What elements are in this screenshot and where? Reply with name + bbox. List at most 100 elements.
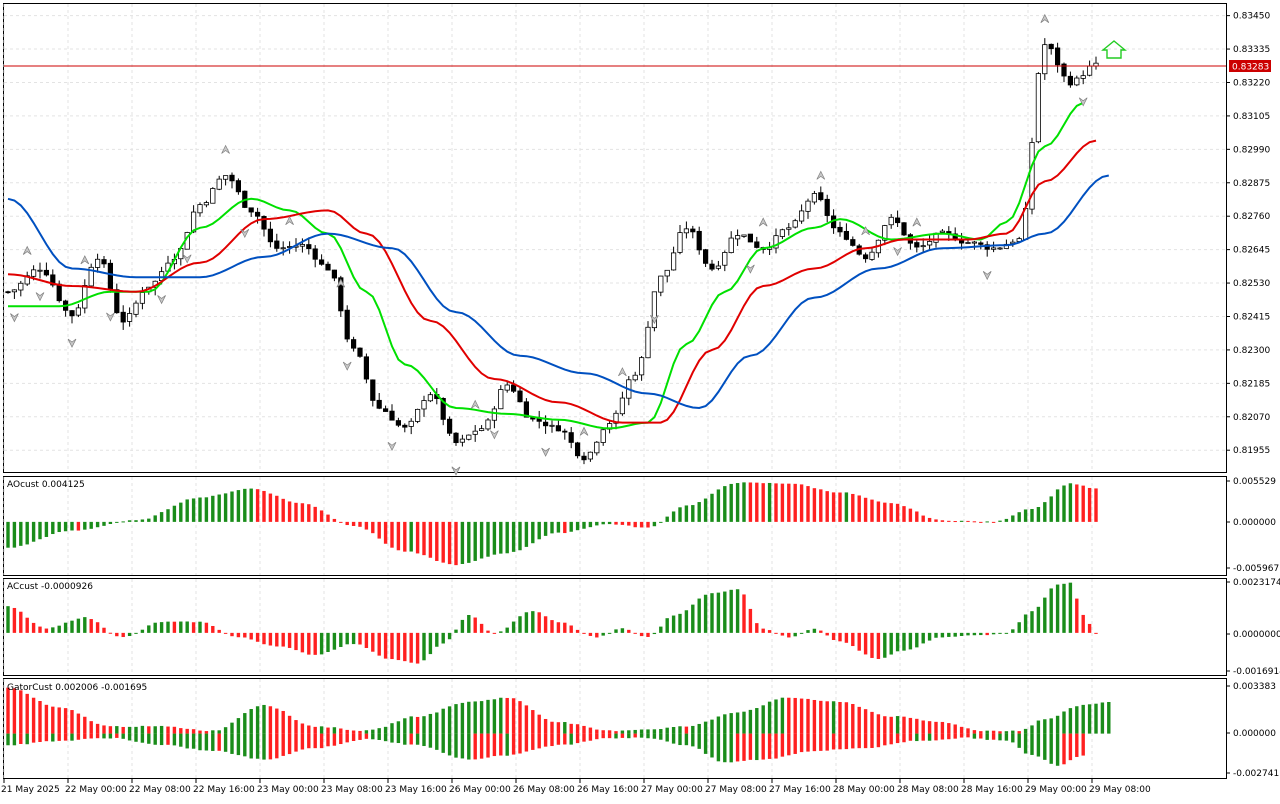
gator-upper-bar: [761, 705, 765, 734]
candle-body: [805, 200, 811, 212]
time-tick-label: 29 May 08:00: [1089, 785, 1151, 795]
gator-upper-bar: [537, 714, 541, 734]
histogram-bar: [191, 498, 196, 522]
histogram-bar: [1023, 614, 1028, 633]
gator-lower-bar: [294, 733, 298, 752]
histogram-bar: [1030, 508, 1034, 522]
gator-lower-bar: [217, 733, 221, 751]
gator-lower-bar: [748, 733, 753, 760]
candle-body: [344, 309, 350, 340]
gator-upper-bar: [351, 730, 356, 734]
candle-body: [139, 292, 145, 304]
candle-body: [1055, 47, 1061, 66]
histogram-bar: [972, 632, 977, 636]
histogram-bar: [415, 632, 420, 664]
gator-lower-bar: [396, 733, 401, 744]
ao-panel[interactable]: [3, 476, 1227, 576]
gator-upper-bar: [998, 731, 1002, 734]
gator-panel[interactable]: [3, 678, 1227, 779]
gator-upper-bar: [166, 726, 170, 734]
histogram-bar: [569, 521, 573, 532]
gator-lower-bar: [307, 733, 311, 749]
gator-upper-bar: [236, 718, 241, 734]
candle-body: [107, 262, 113, 290]
histogram-bar: [780, 483, 785, 522]
price-tick-label: 0.82530: [1233, 279, 1270, 289]
time-tick-label: 22 May 08:00: [129, 785, 191, 795]
candle-body: [863, 254, 869, 260]
gator-upper-bar: [198, 730, 202, 734]
candle-body: [594, 441, 600, 454]
gator-lower-bar: [620, 733, 625, 738]
gator-upper-bar: [89, 721, 93, 734]
candle-body: [1067, 75, 1073, 86]
histogram-bar: [633, 632, 637, 634]
histogram-bar: [684, 610, 689, 633]
histogram-bar: [326, 632, 330, 652]
histogram-bar: [511, 621, 516, 633]
histogram-bar: [908, 508, 913, 522]
axis-tick-label: 0.0023174: [1233, 578, 1280, 588]
gator-lower-bar: [1043, 733, 1047, 760]
gator-upper-bar: [607, 730, 612, 734]
histogram-bar: [844, 632, 849, 643]
histogram-bar: [307, 632, 311, 655]
gator-upper-bar: [652, 729, 657, 734]
candle-body: [690, 228, 696, 233]
candle-body: [318, 259, 325, 265]
histogram-bar: [959, 520, 964, 522]
gator-lower-bar: [57, 733, 61, 741]
candle-body: [446, 418, 453, 434]
gator-lower-bar: [1081, 733, 1085, 756]
histogram-bar: [870, 632, 874, 658]
fractal-up-icon: [758, 217, 768, 227]
histogram-bar: [748, 482, 753, 522]
gator-lower-bar: [12, 733, 17, 746]
candle-body: [562, 430, 568, 433]
candle-body: [843, 230, 850, 240]
gator-lower-bar: [1062, 733, 1066, 765]
candle-body: [882, 225, 888, 241]
histogram-bar: [550, 521, 554, 534]
gator-upper-bar: [908, 717, 913, 734]
histogram-bar: [83, 521, 87, 530]
gator-upper-bar: [204, 731, 209, 734]
gator-upper-bar: [447, 706, 452, 734]
gator-lower-bar: [262, 733, 266, 760]
gator-upper-bar: [255, 706, 260, 734]
fractal-down-icon: [157, 295, 166, 305]
gator-upper-bar: [102, 725, 106, 734]
gator-upper-bar: [755, 708, 759, 734]
histogram-bar: [1011, 515, 1015, 522]
histogram-bar: [723, 591, 727, 633]
gator-lower-bar: [1004, 733, 1009, 741]
gator-upper-bar: [793, 697, 797, 734]
candle-body: [101, 259, 107, 265]
time-tick-label: 21 May 2025: [1, 785, 60, 795]
candle-body: [485, 419, 491, 430]
histogram-bar: [883, 632, 887, 658]
gator-upper-bar: [902, 716, 906, 734]
histogram-bar: [319, 510, 324, 522]
histogram-bar: [947, 520, 951, 522]
fractal-down-icon: [10, 313, 19, 323]
histogram-bar: [179, 502, 183, 522]
histogram-bar: [57, 625, 61, 633]
gator-upper-bar: [806, 698, 810, 734]
gator-lower-bar: [383, 733, 388, 742]
candle-body: [82, 285, 88, 309]
histogram-bar: [991, 521, 996, 523]
histogram-bar: [159, 622, 164, 633]
histogram-bar: [735, 589, 740, 633]
gator-lower-bar: [921, 733, 925, 741]
candle-body: [421, 400, 427, 410]
histogram-bar: [31, 521, 36, 542]
fractal-up-icon: [816, 170, 826, 180]
histogram-bar: [6, 521, 10, 548]
histogram-bar: [345, 632, 349, 645]
histogram-bar: [19, 611, 23, 633]
histogram-bar: [108, 521, 113, 524]
gator-upper-bar: [268, 706, 273, 734]
